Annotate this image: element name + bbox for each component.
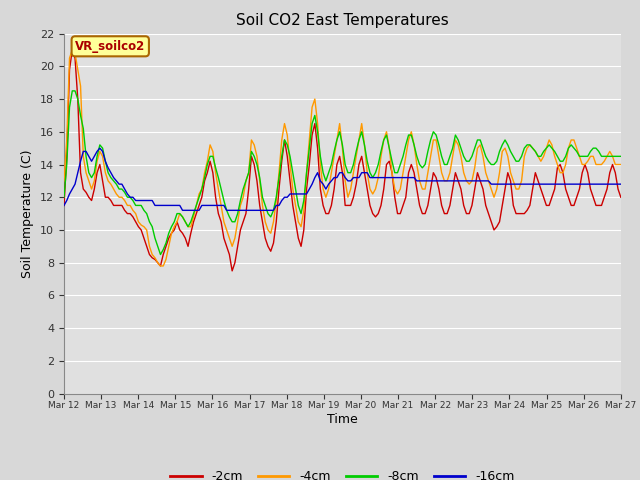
Y-axis label: Soil Temperature (C): Soil Temperature (C) (22, 149, 35, 278)
Text: VR_soilco2: VR_soilco2 (75, 40, 145, 53)
Legend: -2cm, -4cm, -8cm, -16cm: -2cm, -4cm, -8cm, -16cm (165, 465, 520, 480)
Title: Soil CO2 East Temperatures: Soil CO2 East Temperatures (236, 13, 449, 28)
X-axis label: Time: Time (327, 413, 358, 426)
